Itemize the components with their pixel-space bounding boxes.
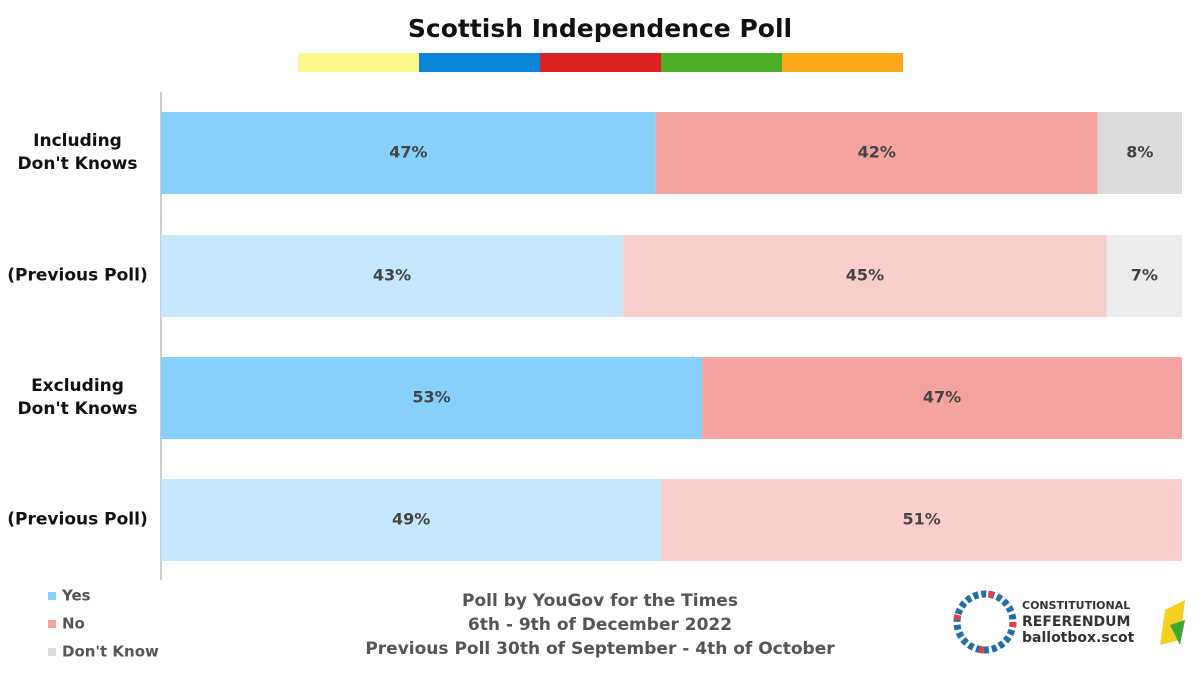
note: Previous Poll 30th of September - 4th of…	[365, 639, 835, 659]
value-label: 47%	[923, 388, 961, 407]
legend-swatch	[48, 592, 56, 600]
category-label: (Previous Poll)	[7, 265, 148, 286]
logo-text: CONSTITUTIONAL	[1022, 599, 1130, 612]
legend-label: No	[62, 615, 85, 633]
bar-segment	[661, 479, 1182, 561]
bar-segment	[702, 357, 1182, 439]
value-label: 53%	[412, 388, 450, 407]
logo-text: REFERENDUM	[1022, 614, 1130, 630]
category-label: Including Don't Knows	[17, 131, 138, 174]
logo-text: ballotbox.scot	[1022, 630, 1135, 646]
value-label: 45%	[846, 266, 884, 285]
category-label: (Previous Poll)	[7, 509, 148, 530]
value-label: 42%	[858, 143, 896, 162]
logo-ring	[953, 590, 1185, 654]
note: 6th - 9th of December 2022	[468, 615, 732, 635]
value-label: 47%	[389, 143, 427, 162]
legend-label: Yes	[61, 587, 91, 605]
value-label: 8%	[1126, 143, 1153, 162]
bar-segment	[623, 235, 1107, 317]
chart-title: Scottish Independence Poll	[408, 14, 792, 43]
value-label: 51%	[902, 510, 940, 529]
bar-segment	[655, 112, 1098, 194]
bar-segment	[161, 235, 624, 317]
value-label: 43%	[373, 266, 411, 285]
note: Poll by YouGov for the Times	[462, 591, 738, 611]
bar-segment	[161, 479, 662, 561]
value-label: 7%	[1131, 266, 1158, 285]
color-stripe	[298, 53, 903, 72]
bar-segment	[1097, 112, 1182, 194]
category-label: Excluding Don't Knows	[17, 376, 138, 419]
legend-swatch	[48, 648, 56, 656]
legend-label: Don't Know	[62, 643, 159, 661]
value-label: 49%	[392, 510, 430, 529]
bar-segment	[161, 357, 703, 439]
legend-swatch	[48, 620, 56, 628]
bar-segment	[1106, 235, 1182, 317]
bar-segment	[161, 112, 656, 194]
